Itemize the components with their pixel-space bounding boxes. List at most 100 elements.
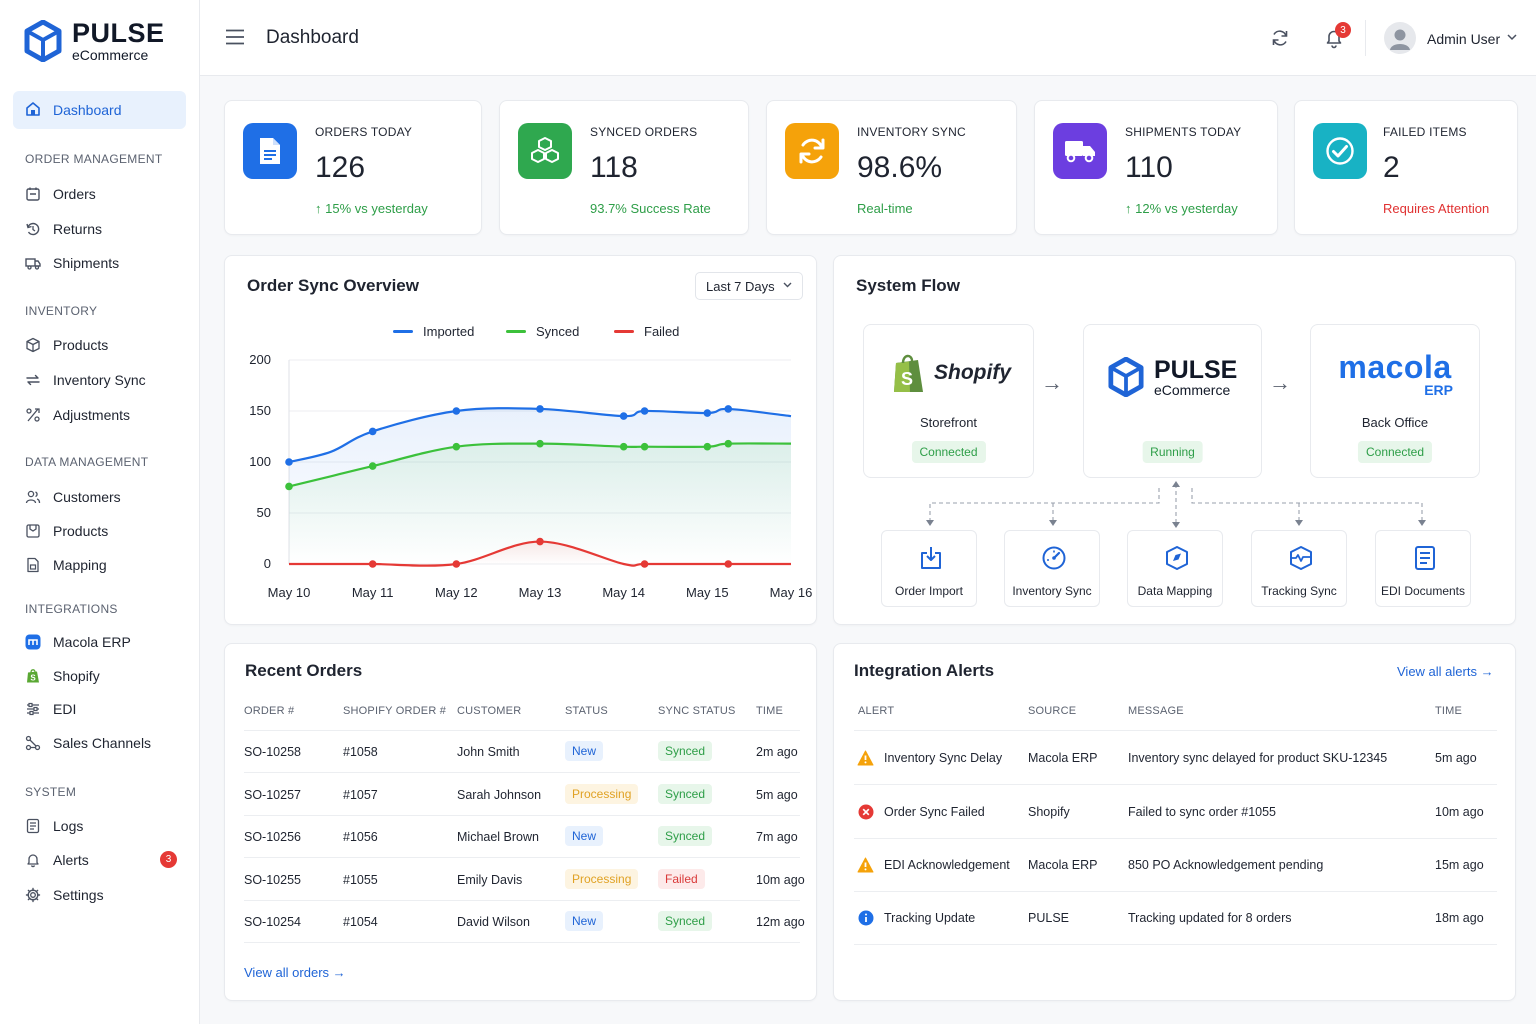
data-point — [703, 442, 712, 451]
user-name[interactable]: Admin User — [1427, 31, 1501, 47]
module-tracking-sync[interactable]: Tracking Sync — [1251, 530, 1347, 607]
sidebar-item-shipments[interactable]: Shipments — [25, 252, 185, 274]
module-inventory-sync[interactable]: Inventory Sync — [1004, 530, 1100, 607]
kpi-card-shipments-today[interactable]: SHIPMENTS TODAY 110 ↑ 12% vs yesterday — [1034, 100, 1278, 235]
order-number[interactable]: SO-10257 — [244, 788, 301, 802]
sidebar-item-data-products[interactable]: Products — [25, 520, 185, 542]
legend-item-failed[interactable]: Failed — [614, 324, 679, 339]
data-point — [536, 405, 544, 413]
kpi-card-inventory-sync[interactable]: INVENTORY SYNC 98.6% Real-time — [766, 100, 1017, 235]
view-all-alerts-link[interactable]: View all alerts → — [1397, 664, 1494, 679]
order-number[interactable]: SO-10258 — [244, 745, 301, 759]
legend-item-synced[interactable]: Synced — [506, 324, 579, 339]
column-header[interactable]: SHOPIFY ORDER # — [343, 705, 447, 717]
column-header[interactable]: MESSAGE — [1128, 705, 1184, 717]
view-all-orders-link[interactable]: View all orders → — [244, 965, 346, 980]
order-number[interactable]: SO-10254 — [244, 915, 301, 929]
sidebar-item-sales-channels[interactable]: Sales Channels — [25, 732, 185, 754]
shopify-order-number: #1056 — [343, 830, 378, 844]
module-label: Inventory Sync — [1012, 584, 1092, 598]
column-header[interactable]: ALERT — [858, 705, 895, 717]
kpi-card-failed-items[interactable]: FAILED ITEMS 2 Requires Attention — [1294, 100, 1518, 235]
module-data-mapping[interactable]: Data Mapping — [1127, 530, 1223, 607]
date-range-select[interactable]: Last 7 Days — [695, 272, 803, 300]
macola-logo: macola ERP — [1311, 351, 1479, 397]
x-tick-label: May 16 — [770, 585, 813, 600]
column-header[interactable]: TIME — [756, 705, 784, 717]
sidebar-item-edi[interactable]: EDI — [25, 698, 185, 720]
column-header[interactable]: TIME — [1435, 705, 1463, 717]
macola-erp-mark: ERP — [1424, 382, 1453, 398]
alert-source: Shopify — [1028, 805, 1070, 819]
kpi-trend: Requires Attention — [1383, 201, 1490, 216]
sidebar-item-orders[interactable]: Orders — [25, 183, 185, 205]
x-tick-label: May 14 — [602, 585, 645, 600]
data-point — [640, 560, 649, 568]
card-title: Integration Alerts — [854, 661, 995, 680]
status-badge: New — [565, 911, 604, 931]
shopify-wordmark: Shopify — [934, 361, 1011, 384]
legend-swatch — [614, 330, 634, 333]
column-header[interactable]: STATUS — [565, 705, 608, 717]
check-icon — [1313, 123, 1367, 179]
data-point — [368, 427, 377, 436]
macola-icon — [25, 634, 41, 650]
column-header[interactable]: SOURCE — [1028, 705, 1077, 717]
order-time: 5m ago — [756, 788, 798, 802]
order-number[interactable]: SO-10256 — [244, 830, 301, 844]
legend-swatch — [506, 330, 526, 333]
status-badge: Processing — [565, 784, 639, 804]
order-sync-overview-card: Order Sync Overview Last 7 Days Imported… — [224, 255, 817, 625]
alert-title[interactable]: Order Sync Failed — [884, 805, 985, 819]
column-header[interactable]: CUSTOMER — [457, 705, 522, 717]
sidebar-item-label: Products — [53, 337, 109, 353]
order-number[interactable]: SO-10255 — [244, 873, 301, 887]
sidebar-item-logs[interactable]: Logs — [25, 815, 185, 837]
brand-logo[interactable]: PULSE eCommerce — [24, 20, 165, 62]
legend-item-imported[interactable]: Imported — [393, 324, 474, 339]
data-point — [640, 442, 649, 451]
sidebar-item-returns[interactable]: Returns — [25, 218, 185, 240]
alert-title[interactable]: Tracking Update — [884, 911, 976, 925]
customer-name: David Wilson — [457, 915, 530, 929]
kpi-label: FAILED ITEMS — [1383, 125, 1467, 139]
sidebar-item-mapping[interactable]: Mapping — [25, 554, 185, 576]
alert-title[interactable]: Inventory Sync Delay — [884, 751, 1003, 765]
flow-node-macola[interactable]: macola ERP Back Office Connected — [1310, 324, 1480, 478]
kpi-card-synced-orders[interactable]: SYNCED ORDERS 118 93.7% Success Rate — [499, 100, 749, 235]
chevron-down-icon[interactable] — [1507, 34, 1517, 41]
table-divider — [854, 891, 1497, 892]
sidebar-item-shopify[interactable]: S Shopify — [25, 665, 185, 687]
bell-icon — [25, 852, 41, 868]
kpi-value: 126 — [315, 151, 366, 184]
flow-node-pulse[interactable]: PULSE eCommerce Running — [1083, 324, 1262, 478]
pulse-cube-icon — [24, 20, 62, 62]
sidebar-item-alerts[interactable]: Alerts — [25, 849, 185, 871]
column-header[interactable]: ORDER # — [244, 705, 295, 717]
flow-node-shopify[interactable]: S Shopify Storefront Connected — [863, 324, 1034, 478]
sidebar-item-settings[interactable]: Settings — [25, 884, 185, 906]
menu-icon[interactable] — [226, 29, 244, 45]
sidebar-item-macola-erp[interactable]: Macola ERP — [25, 631, 185, 653]
sidebar-item-customers[interactable]: Customers — [25, 486, 185, 508]
notifications-bell-icon[interactable] — [1324, 28, 1344, 49]
sidebar-item-inventory-sync[interactable]: Inventory Sync — [25, 369, 185, 391]
sidebar-item-adjustments[interactable]: Adjustments — [25, 404, 185, 426]
kpi-trend: 93.7% Success Rate — [590, 201, 711, 216]
sync-icon — [785, 123, 839, 179]
sidebar-item-dashboard[interactable]: Dashboard — [13, 91, 186, 129]
avatar[interactable] — [1384, 22, 1416, 54]
users-icon — [25, 489, 41, 505]
alert-title[interactable]: EDI Acknowledgement — [884, 858, 1010, 872]
data-point — [452, 407, 461, 415]
logs-icon — [25, 818, 41, 834]
module-order-import[interactable]: Order Import — [881, 530, 977, 607]
refresh-icon[interactable] — [1270, 28, 1290, 48]
adjustments-icon — [25, 407, 41, 423]
column-header[interactable]: SYNC STATUS — [658, 705, 736, 717]
module-edi-documents[interactable]: EDI Documents — [1375, 530, 1471, 607]
kpi-card-orders-today[interactable]: ORDERS TODAY 126 ↑ 15% vs yesterday — [224, 100, 482, 235]
table-divider — [244, 857, 800, 858]
sidebar-item-products[interactable]: Products — [25, 334, 185, 356]
edi-document-icon — [1415, 546, 1435, 570]
